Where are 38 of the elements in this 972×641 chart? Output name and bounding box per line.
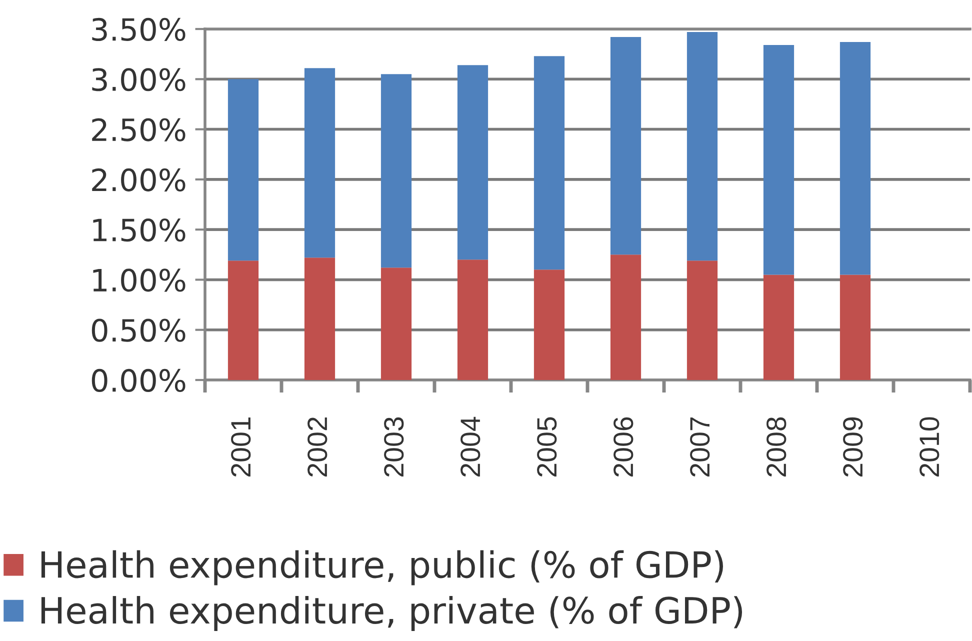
bar xyxy=(380,268,412,380)
bar xyxy=(610,37,642,255)
y-tick-label: 2.00% xyxy=(92,168,186,192)
bar xyxy=(304,68,336,258)
y-tick-label: 3.00% xyxy=(92,68,186,92)
x-tick-label: 2003 xyxy=(384,417,404,476)
y-tick-label: 0.00% xyxy=(92,368,186,392)
bar xyxy=(610,254,642,380)
y-tick-label: 1.50% xyxy=(93,218,186,242)
y-tick-label: 2.50% xyxy=(92,118,186,142)
y-tick-label: 3.50% xyxy=(92,18,186,42)
bar xyxy=(228,79,259,261)
bar xyxy=(686,260,718,380)
bar xyxy=(228,260,259,380)
x-tick-label: 2004 xyxy=(460,416,480,476)
bar xyxy=(840,274,871,380)
x-tick-label: 2006 xyxy=(614,417,634,476)
bar xyxy=(534,56,565,270)
x-tick-label: 2002 xyxy=(308,418,328,476)
y-tick-label: 1.00% xyxy=(93,268,186,292)
bar xyxy=(686,32,718,261)
bar xyxy=(840,42,871,275)
x-tick-label: 2008 xyxy=(766,417,786,476)
x-tick-label: 2001 xyxy=(231,417,251,476)
bar xyxy=(534,270,565,380)
x-tick-label: 2005 xyxy=(537,417,557,476)
legend-label: Health expenditure, private (% of GDP) xyxy=(41,596,742,631)
bar xyxy=(763,45,794,275)
x-tick-label: 2010 xyxy=(920,417,940,476)
y-tick-label: 0.50% xyxy=(92,318,186,342)
bar xyxy=(304,258,336,380)
x-tick-label: 2007 xyxy=(690,418,710,476)
legend-label: Health expenditure, public (% of GDP) xyxy=(41,550,724,586)
bar xyxy=(763,274,794,380)
bar xyxy=(457,260,488,380)
bar xyxy=(380,74,412,268)
x-tick-label: 2009 xyxy=(843,417,863,476)
bar xyxy=(457,65,488,260)
